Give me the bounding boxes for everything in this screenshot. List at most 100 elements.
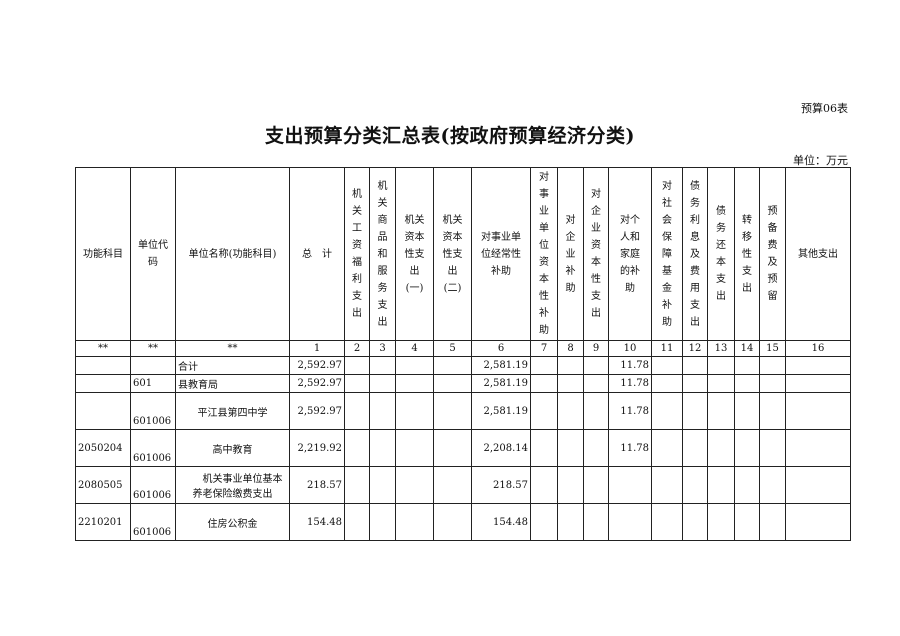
table-cell — [369, 392, 396, 430]
total-cell: 218.57 — [289, 466, 345, 504]
table-cell — [344, 374, 370, 393]
func-code-cell — [75, 374, 131, 393]
column-header: 对 社 会 保 障 基 金 补 助 — [651, 167, 683, 341]
table-cell — [707, 374, 735, 393]
table-row: 601006 平江县第四中学 2,592.97 2,581.19 11.78 — [75, 392, 851, 430]
column-index: 7 — [530, 340, 558, 357]
column-header: 对 企 业 补 助 — [557, 167, 584, 341]
table-cell — [707, 503, 735, 541]
table-row: 合计 2,592.97 2,581.19 11.78 — [75, 356, 851, 375]
column-header: 总 计 — [289, 167, 345, 341]
table-cell — [433, 356, 472, 375]
col10-cell: 11.78 — [608, 356, 652, 375]
unit-code-cell: 601006 — [130, 503, 176, 541]
table-cell — [682, 392, 708, 430]
column-index: 15 — [759, 340, 786, 357]
table-cell — [707, 392, 735, 430]
table-cell — [583, 429, 609, 467]
column-index: 12 — [682, 340, 708, 357]
column-index: ** — [75, 340, 131, 357]
col6-cell: 2,581.19 — [471, 392, 531, 430]
table-cell — [395, 392, 434, 430]
table-cell — [530, 392, 558, 430]
unit-name-cell: 住房公积金 — [175, 503, 290, 541]
col10-cell — [608, 503, 652, 541]
table-cell — [557, 466, 584, 504]
unit-code-cell: 601006 — [130, 392, 176, 430]
table-cell — [369, 429, 396, 467]
header-row: 功能科目 单位代 码单位名称(功能科目) 总 计机 关 工 资 福 利 支 出机 关… — [75, 167, 851, 341]
table-row: 2210201 601006 住房公积金 154.48 154.48 — [75, 503, 851, 541]
table-cell — [557, 429, 584, 467]
table-cell — [785, 356, 851, 375]
table-cell — [707, 466, 735, 504]
table-cell — [395, 466, 434, 504]
column-header: 机关 资本 性支 出 (二) — [433, 167, 472, 341]
col6-cell: 2,208.14 — [471, 429, 531, 467]
unit-name-cell: 县教育局 — [175, 374, 290, 393]
column-header: 机 关 工 资 福 利 支 出 — [344, 167, 370, 341]
page-title: 支出预算分类汇总表(按政府预算经济分类) — [265, 125, 635, 147]
total-cell: 2,219.92 — [289, 429, 345, 467]
table-cell — [433, 429, 472, 467]
column-header: 对 事 业 单 位 资 本 性 补 助 — [530, 167, 558, 341]
table-cell — [433, 503, 472, 541]
column-header: 机 关 商 品 和 服 务 支 出 — [369, 167, 396, 341]
column-index: 6 — [471, 340, 531, 357]
func-code-cell — [75, 356, 131, 375]
table-cell — [369, 503, 396, 541]
func-code-cell — [75, 392, 131, 430]
table-cell — [583, 374, 609, 393]
table-cell — [707, 356, 735, 375]
table-cell — [734, 392, 760, 430]
table-cell — [759, 503, 786, 541]
table-cell — [651, 503, 683, 541]
column-header: 对事业单 位经常性 补助 — [471, 167, 531, 341]
unit-name-cell: 平江县第四中学 — [175, 392, 290, 430]
column-index: ** — [130, 340, 176, 357]
func-code-cell: 2050204 — [75, 429, 131, 467]
table-cell — [530, 466, 558, 504]
table-cell — [785, 429, 851, 467]
total-cell: 2,592.97 — [289, 374, 345, 393]
table-cell — [682, 429, 708, 467]
table-cell — [759, 356, 786, 375]
table-cell — [583, 503, 609, 541]
table-row: 2080505 601006 机关事业单位基本养老保险缴费支出 218.57 218.… — [75, 466, 851, 504]
unit-code-cell: 601006 — [130, 429, 176, 467]
func-code-cell: 2210201 — [75, 503, 131, 541]
column-header: 机关 资本 性支 出 (一) — [395, 167, 434, 341]
table-cell — [583, 356, 609, 375]
table-cell — [583, 392, 609, 430]
column-header: 转 移 性 支 出 — [734, 167, 760, 341]
table-row: 601 县教育局 2,592.97 2,581.19 11.78 — [75, 374, 851, 393]
col6-cell: 218.57 — [471, 466, 531, 504]
column-index: 5 — [433, 340, 472, 357]
table-cell — [651, 429, 683, 467]
unit-name-cell: 高中教育 — [175, 429, 290, 467]
col10-cell: 11.78 — [608, 429, 652, 467]
column-index: 11 — [651, 340, 683, 357]
column-index: 2 — [344, 340, 370, 357]
table-cell — [651, 466, 683, 504]
total-cell: 2,592.97 — [289, 356, 345, 375]
form-number: 预算06表 — [801, 102, 848, 115]
table-cell — [651, 356, 683, 375]
column-header: 单位代 码 — [130, 167, 176, 341]
unit-code-cell: 601006 — [130, 466, 176, 504]
table-cell — [785, 466, 851, 504]
table-cell — [682, 374, 708, 393]
table-row: 2050204 601006 高中教育 2,219.92 2,208.14 11.78 — [75, 429, 851, 467]
column-index: ** — [175, 340, 290, 357]
column-header: 对个 人和 家庭 的补 助 — [608, 167, 652, 341]
table-cell — [557, 374, 584, 393]
table-cell — [344, 392, 370, 430]
col6-cell: 2,581.19 — [471, 356, 531, 375]
table-cell — [557, 356, 584, 375]
column-header: 功能科目 — [75, 167, 131, 341]
col10-cell — [608, 466, 652, 504]
table-cell — [759, 429, 786, 467]
table-cell — [369, 374, 396, 393]
table-cell — [530, 374, 558, 393]
table-cell — [433, 392, 472, 430]
